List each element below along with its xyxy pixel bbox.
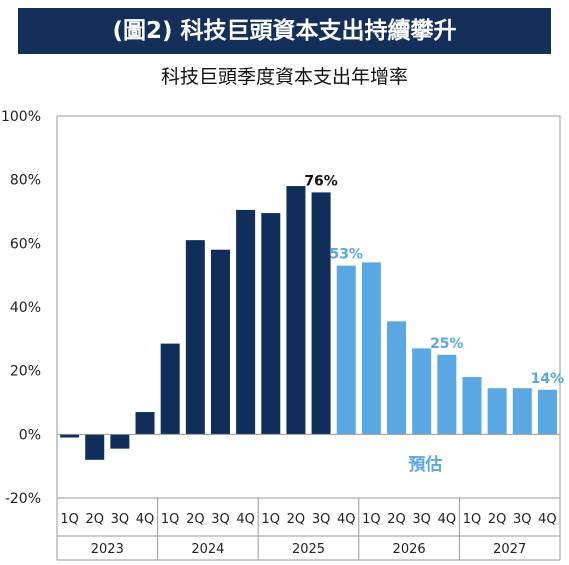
y-tick-label: 80%	[10, 173, 41, 189]
x-tick-label: 4Q	[136, 512, 155, 527]
bar	[60, 434, 80, 438]
x-tick-label: 3Q	[412, 512, 431, 527]
x-tick-label: 1Q	[60, 512, 79, 527]
data-label: 76%	[304, 173, 338, 189]
plot-frame	[56, 115, 561, 499]
year-label: 2027	[493, 542, 526, 557]
x-tick-label: 3Q	[211, 512, 230, 527]
y-tick-label: 60%	[10, 236, 41, 252]
bar	[537, 389, 557, 435]
bar	[261, 213, 281, 435]
bar	[110, 434, 130, 449]
bar	[361, 262, 381, 435]
bar	[135, 412, 155, 435]
bar	[437, 354, 457, 435]
chart-title: 科技巨頭季度資本支出年增率	[160, 66, 408, 88]
x-tick-label: 3Q	[312, 512, 331, 527]
bar	[185, 240, 205, 435]
bar	[462, 377, 482, 435]
x-tick-label: 4Q	[538, 512, 557, 527]
forecast-label: 預估	[408, 454, 442, 475]
x-tick-label: 1Q	[362, 512, 381, 527]
data-label: 14%	[531, 371, 565, 387]
bar	[236, 209, 256, 435]
x-tick-label: 2Q	[387, 512, 406, 527]
y-tick-label: -20%	[5, 491, 41, 507]
bar	[160, 343, 180, 435]
year-label: 2025	[292, 542, 325, 557]
x-tick-label: 2Q	[85, 512, 104, 527]
bar	[210, 249, 230, 435]
bar	[487, 388, 507, 435]
y-tick-label: 100%	[1, 109, 41, 125]
x-tick-label: 4Q	[337, 512, 356, 527]
y-tick-label: 40%	[10, 300, 41, 316]
y-tick-label: 0%	[19, 427, 41, 443]
data-label: 53%	[329, 247, 363, 263]
x-tick-label: 3Q	[513, 512, 532, 527]
bar	[412, 348, 432, 435]
bar	[512, 388, 532, 435]
x-tick-label: 3Q	[111, 512, 130, 527]
year-label: 2024	[191, 542, 224, 557]
x-tick-label: 1Q	[463, 512, 482, 527]
banner-title: (圖2) 科技巨頭資本支出持續攀升	[112, 18, 457, 44]
data-label: 25%	[430, 336, 464, 352]
bar	[286, 186, 306, 435]
x-tick-label: 2Q	[488, 512, 507, 527]
x-tick-label: 4Q	[438, 512, 457, 527]
bar	[85, 434, 105, 460]
x-tick-label: 4Q	[236, 512, 255, 527]
x-tick-label: 1Q	[161, 512, 180, 527]
chart-banner: (圖2) 科技巨頭資本支出持續攀升	[18, 8, 551, 54]
year-label: 2023	[91, 542, 124, 557]
year-label: 2026	[393, 542, 426, 557]
bar	[387, 321, 407, 435]
bar	[336, 265, 356, 435]
y-tick-label: 20%	[10, 364, 41, 380]
bar	[311, 192, 331, 435]
x-tick-label: 2Q	[186, 512, 205, 527]
x-tick-label: 2Q	[287, 512, 306, 527]
x-tick-label: 1Q	[262, 512, 281, 527]
